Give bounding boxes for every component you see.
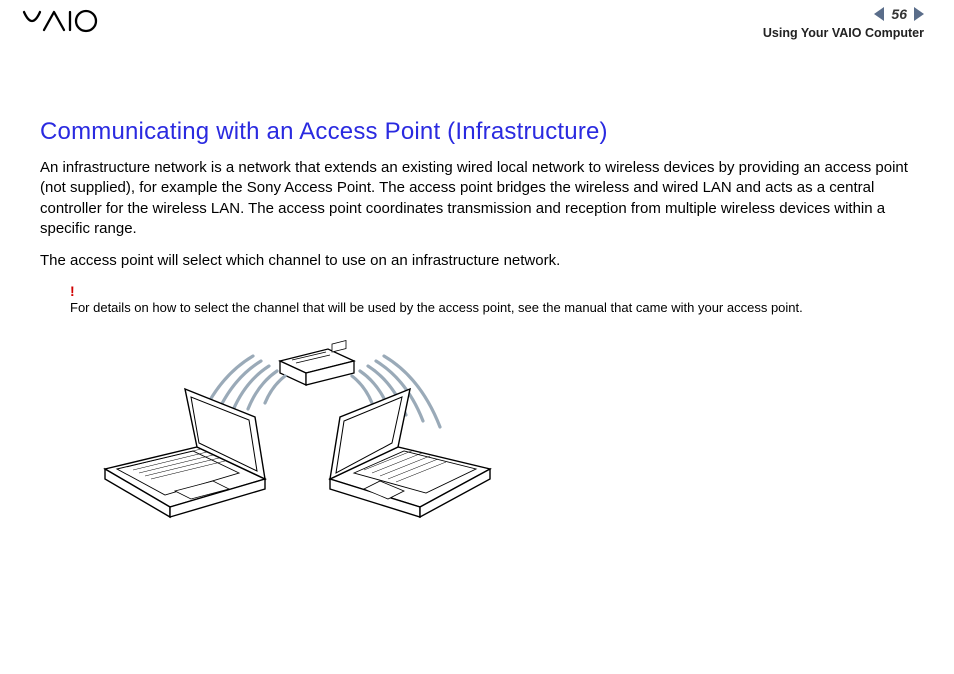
page-content: Communicating with an Access Point (Infr… [40,118,914,536]
page-navigator: 56 [874,6,924,22]
network-diagram [80,331,914,536]
paragraph-1: An infrastructure network is a network t… [40,158,914,239]
section-title: Using Your VAIO Computer [763,26,924,40]
warning-icon: ! [70,283,914,299]
note-text: For details on how to select the channel… [70,300,803,315]
vaio-logo [22,8,122,39]
page-number: 56 [888,6,910,22]
next-page-arrow-icon[interactable] [914,7,924,21]
paragraph-2: The access point will select which chann… [40,251,914,271]
note-block: ! For details on how to select the chann… [40,283,914,315]
prev-page-arrow-icon[interactable] [874,7,884,21]
page-header: 56 Using Your VAIO Computer [0,0,954,42]
page-heading: Communicating with an Access Point (Infr… [40,118,914,146]
